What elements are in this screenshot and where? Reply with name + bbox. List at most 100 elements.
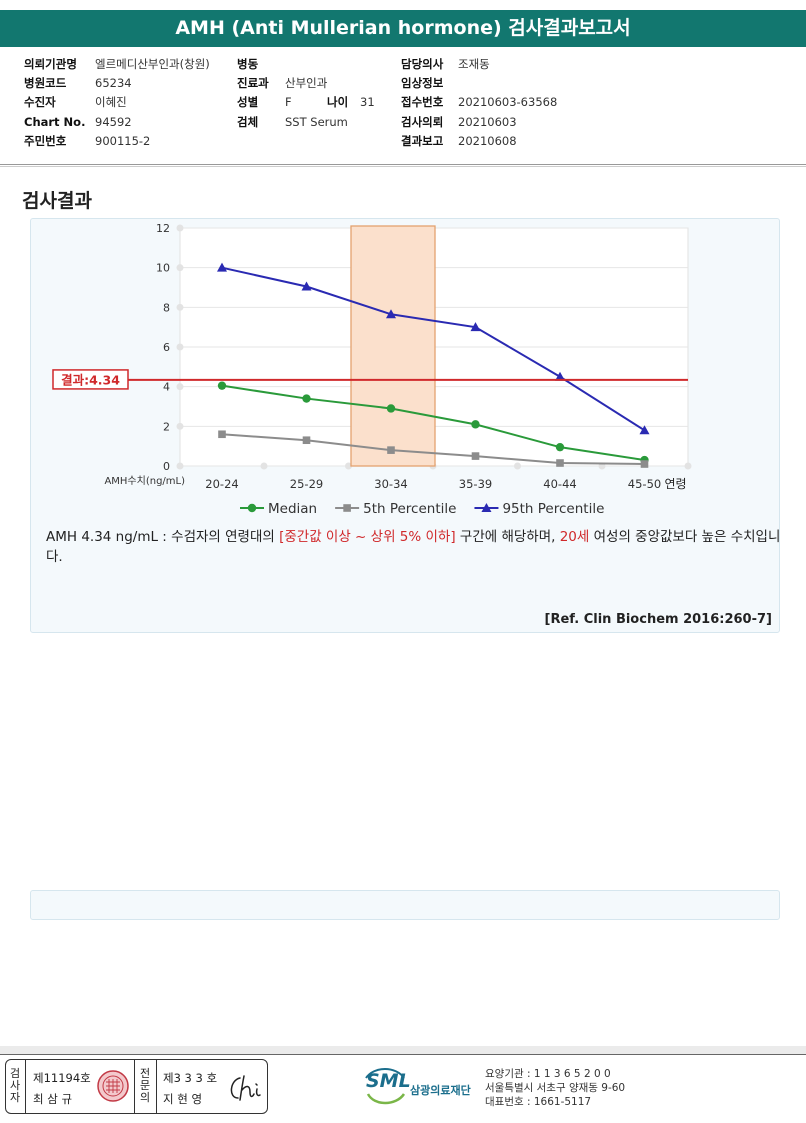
result-label: 결과:4.34 bbox=[61, 372, 120, 387]
empty-panel bbox=[30, 890, 780, 920]
legend-label: 95th Percentile bbox=[502, 501, 604, 517]
department-value: 산부인과 bbox=[285, 76, 328, 90]
sml-logo-swoosh-icon bbox=[365, 1068, 406, 1105]
reference-citation: [Ref. Clin Biochem 2016:260-7] bbox=[544, 612, 772, 627]
result-label-box bbox=[52, 369, 129, 390]
y-tick-mark bbox=[176, 383, 184, 391]
legend-marker bbox=[481, 503, 492, 512]
y-tick-label: 6 bbox=[163, 341, 170, 354]
highlight-band bbox=[350, 225, 436, 467]
clinical-label: 임상정보 bbox=[401, 76, 444, 90]
id-value: 900115-2 bbox=[95, 134, 151, 148]
data-point bbox=[218, 430, 226, 439]
sign-divider bbox=[156, 1060, 157, 1113]
y-tick-label: 0 bbox=[163, 460, 170, 473]
data-point bbox=[556, 459, 564, 467]
patient-label: 수진자 bbox=[24, 95, 56, 109]
interpretation-part2: 구간에 해당하며, bbox=[455, 529, 560, 545]
y-tick-label: 2 bbox=[163, 420, 170, 433]
patient-info: 의뢰기관명 엘르메디산부인과(창원) 병동 담당의사 조재동 병원코드 6523… bbox=[0, 55, 806, 163]
id-label: 주민번호 bbox=[24, 134, 67, 148]
data-point bbox=[387, 446, 395, 454]
report-date-value: 20210608 bbox=[458, 134, 517, 148]
x-tick-mark bbox=[514, 462, 521, 470]
sign-divider bbox=[25, 1060, 26, 1113]
data-point bbox=[471, 420, 480, 429]
data-point bbox=[471, 452, 480, 460]
receipt-value: 20210603-63568 bbox=[458, 95, 558, 109]
sml-logo: SML bbox=[366, 1070, 411, 1092]
lab-phone: 대표번호 : 1661-5117 bbox=[485, 1096, 592, 1108]
x-tick-mark bbox=[345, 462, 352, 470]
section-title: 검사결과 bbox=[22, 190, 92, 212]
x-tick-label: 20-24 bbox=[205, 477, 238, 491]
lab-name: 삼광의료재단 bbox=[410, 1084, 471, 1097]
data-point bbox=[555, 442, 565, 452]
y-tick-mark bbox=[176, 462, 184, 470]
department-label: 진료과 bbox=[237, 76, 269, 90]
x-tick-mark bbox=[260, 462, 268, 470]
data-point bbox=[640, 460, 649, 468]
data-point bbox=[386, 404, 396, 413]
specimen-label: 검체 bbox=[237, 115, 259, 129]
y-tick-mark bbox=[176, 264, 184, 272]
data-point bbox=[470, 322, 481, 332]
x-tick-label: 40-44 bbox=[543, 477, 576, 491]
examiner-name: 최 삼 규 bbox=[33, 1092, 73, 1106]
sex-label: 성별 bbox=[237, 95, 259, 109]
y-tick-mark bbox=[176, 343, 184, 351]
age-label: 나이 bbox=[327, 95, 349, 109]
interpretation-range: [중간값 이상 ~ 상위 5% 이하] bbox=[279, 529, 456, 545]
specimen-value: SST Serum bbox=[285, 115, 348, 129]
legend-marker bbox=[247, 503, 257, 513]
sex-value: F bbox=[285, 95, 292, 109]
y-tick-label: 10 bbox=[156, 262, 170, 275]
lab-address: 서울특별시 서초구 양재동 9-60 bbox=[485, 1082, 626, 1094]
data-point bbox=[217, 262, 227, 272]
series-line bbox=[221, 384, 645, 462]
interpretation-part1: AMH 4.34 ng/mL : 수검자의 연령대의 bbox=[46, 529, 280, 545]
specialist-vertical-label: 전문의 bbox=[139, 1067, 151, 1104]
data-point bbox=[386, 309, 396, 319]
specialist-signature-icon bbox=[230, 1075, 261, 1101]
examiner-seal-icon bbox=[97, 1070, 129, 1102]
institution-label: 의뢰기관명 bbox=[24, 57, 77, 71]
request-value: 20210603 bbox=[458, 115, 517, 129]
data-point bbox=[302, 436, 311, 445]
y-tick-mark bbox=[176, 224, 184, 232]
chart-no-label: Chart No. bbox=[24, 115, 86, 129]
data-point bbox=[555, 371, 565, 381]
interpretation-text: AMH 4.34 ng/mL : 수검자의 연령대의 [중간값 이상 ~ 상위 … bbox=[46, 527, 786, 567]
info-divider-light bbox=[0, 166, 806, 167]
lab-code: 요양기관 : 1 1 3 6 5 2 0 0 bbox=[485, 1068, 611, 1080]
y-tick-mark bbox=[176, 303, 184, 311]
data-point bbox=[217, 381, 227, 390]
signature-box: 검사자 제11194호 최 삼 규 전문의 제3 3 3 호 지 현 영 bbox=[5, 1059, 268, 1114]
footer-band bbox=[0, 1046, 806, 1054]
y-tick-mark bbox=[176, 422, 184, 430]
y-tick-label: 8 bbox=[163, 301, 170, 314]
request-label: 검사의뢰 bbox=[401, 115, 444, 129]
chart-no-value: 94592 bbox=[95, 115, 132, 129]
legend-marker bbox=[343, 504, 351, 512]
interpretation-age: 20세 bbox=[559, 529, 590, 545]
y-tick-label: 4 bbox=[163, 381, 170, 394]
institution-value: 엘르메디산부인과(창원) bbox=[95, 57, 210, 71]
series-line bbox=[221, 266, 646, 432]
specialist-name: 지 현 영 bbox=[163, 1092, 203, 1106]
legend-label: 5th Percentile bbox=[363, 501, 456, 517]
interpretation-part3: 여성의 중앙값보다 높은 수치입니다. bbox=[46, 529, 781, 565]
data-point bbox=[639, 425, 650, 435]
examiner-vertical-label: 검사자 bbox=[9, 1067, 21, 1104]
examiner-number: 제11194호 bbox=[33, 1071, 91, 1085]
series-line bbox=[221, 433, 645, 466]
y-axis-label: AMH수치(ng/mL) bbox=[104, 475, 185, 487]
report-title: AMH (Anti Mullerian hormone) 검사결과보고서 bbox=[0, 10, 806, 47]
x-tick-label: 25-29 bbox=[290, 477, 323, 491]
x-tick-mark bbox=[684, 462, 692, 470]
data-point bbox=[302, 394, 311, 403]
hospital-code-label: 병원코드 bbox=[24, 76, 67, 90]
sign-divider bbox=[134, 1060, 135, 1113]
report-date-label: 결과보고 bbox=[401, 134, 444, 148]
